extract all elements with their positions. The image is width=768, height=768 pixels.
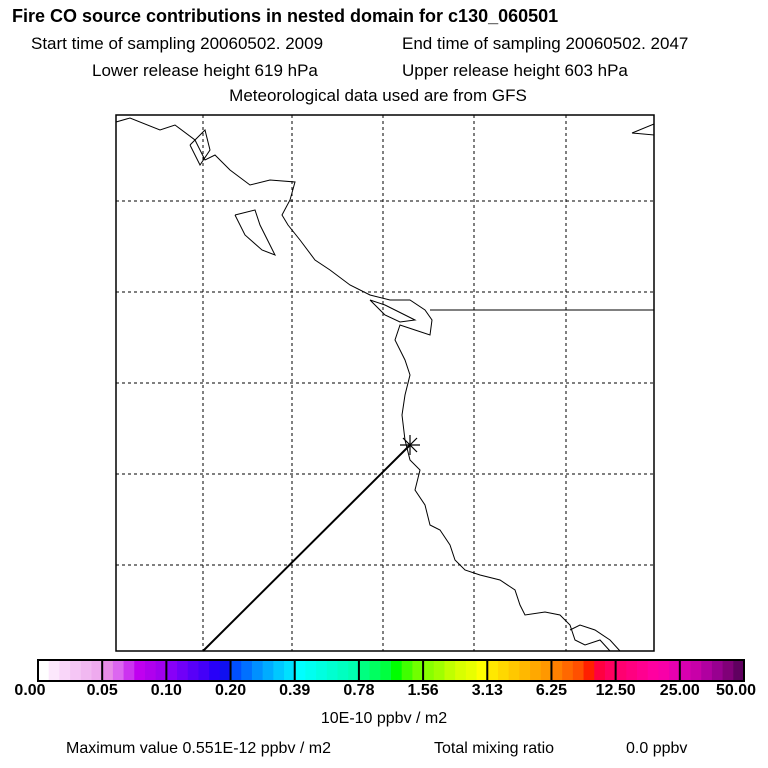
colorbar-cell	[647, 660, 659, 681]
colorbar-cell	[423, 660, 435, 681]
colorbar-cell	[433, 660, 445, 681]
colorbar-cell	[48, 660, 60, 681]
colorbar-cell	[38, 660, 50, 681]
colorbar-cell	[251, 660, 264, 681]
colorbar-cell	[123, 660, 135, 681]
colorbar-cell	[519, 660, 531, 681]
colorbar-cell	[187, 660, 199, 681]
colorbar-cell	[711, 660, 724, 681]
colorbar-cell	[166, 660, 178, 681]
colorbar-cell	[316, 660, 328, 681]
colorbar-tick-label: 0.10	[150, 682, 182, 699]
colorbar-tick-label: 3.13	[471, 682, 503, 699]
colorbar-cell	[530, 660, 542, 681]
total-mixing-value: 0.0 ppbv	[626, 740, 688, 757]
colorbar-tick-label: 12.50	[595, 682, 636, 699]
colorbar-tick-label: 50.00	[715, 682, 757, 699]
colorbar-cell	[637, 660, 649, 681]
start-time: Start time of sampling 20060502. 2009	[31, 34, 324, 53]
coastline	[115, 117, 655, 652]
colorbar-cell	[91, 660, 103, 681]
colorbar-cell	[455, 660, 467, 681]
colorbar-cell	[112, 660, 125, 681]
colorbar-cell	[658, 660, 670, 681]
colorbar-cell	[583, 660, 595, 681]
met-data: Meteorological data used are from GFS	[229, 86, 527, 105]
colorbar-cell	[594, 660, 606, 681]
colorbar-cell	[59, 660, 71, 681]
colorbar-cell	[369, 660, 381, 681]
colorbar-cell	[144, 660, 157, 681]
colorbar-cell	[722, 660, 734, 681]
colorbar-cell	[273, 660, 285, 681]
colorbar-tick-label: 0.39	[279, 682, 311, 699]
colorbar-tick-label: 1.56	[407, 682, 439, 699]
colorbar-cell	[626, 660, 638, 681]
lower-release: Lower release height 619 hPa	[92, 61, 318, 80]
trajectory-line	[202, 444, 411, 652]
colorbar-cell	[487, 660, 499, 681]
upper-release: Upper release height 603 hPa	[402, 61, 628, 80]
colorbar-cell	[337, 660, 349, 681]
colorbar-cell	[508, 660, 520, 681]
colorbar-cell	[733, 660, 745, 681]
total-mixing-label: Total mixing ratio	[434, 740, 555, 757]
colorbar-cell	[572, 660, 585, 681]
colorbar-cell	[155, 660, 167, 681]
map-frame	[115, 114, 655, 652]
colorbar-cell	[102, 660, 114, 681]
colorbar-cell	[284, 660, 296, 681]
plot-title: Fire CO source contributions in nested d…	[12, 6, 559, 26]
colorbar-tick-label: 25.00	[659, 682, 700, 699]
colorbar-cell	[615, 660, 627, 681]
gridlines	[116, 115, 654, 651]
maximum-value: Maximum value 0.551E-12 ppbv / m2	[66, 740, 332, 757]
colorbar-cell	[219, 660, 232, 681]
colorbar-cell	[326, 660, 339, 681]
colorbar-cell	[294, 660, 306, 681]
colorbar-cell	[348, 660, 360, 681]
end-time: End time of sampling 20060502. 2047	[402, 34, 689, 53]
colorbar-cell	[604, 660, 617, 681]
colorbar-tick-label: 6.25	[535, 682, 568, 699]
colorbar-cell	[209, 660, 221, 681]
colorbar-tick-label: 0.05	[86, 682, 118, 699]
colorbar-cell	[80, 660, 92, 681]
colorbar-cell	[305, 660, 317, 681]
colorbar	[37, 659, 745, 682]
colorbar-cell	[262, 660, 274, 681]
colorbar-cell	[358, 660, 371, 681]
colorbar-cell	[412, 660, 424, 681]
colorbar-cell	[380, 660, 392, 681]
colorbar-cell	[669, 660, 681, 681]
colorbar-cell	[177, 660, 189, 681]
colorbar-cell	[551, 660, 563, 681]
colorbar-cell	[690, 660, 702, 681]
colorbar-cell	[401, 660, 413, 681]
colorbar-cell	[391, 660, 403, 681]
colorbar-frame	[37, 659, 745, 682]
colorbar-tick-label: 0.00	[14, 682, 46, 699]
colorbar-cell	[198, 660, 210, 681]
colorbar-cell	[230, 660, 242, 681]
source-star-marker	[400, 435, 420, 455]
colorbar-cell	[562, 660, 574, 681]
colorbar-cell	[701, 660, 713, 681]
colorbar-cell	[70, 660, 82, 681]
colorbar-tick-label: 0.78	[343, 682, 375, 699]
colorbar-cell	[465, 660, 478, 681]
colorbar-cell	[497, 660, 510, 681]
colorbar-cell	[476, 660, 488, 681]
colorbar-units: 10E-10 ppbv / m2	[320, 710, 448, 727]
colorbar-cell	[134, 660, 146, 681]
colorbar-cell	[444, 660, 456, 681]
colorbar-cell	[241, 660, 253, 681]
colorbar-cell	[679, 660, 692, 681]
colorbar-tick-label: 0.20	[214, 682, 247, 699]
colorbar-cell	[540, 660, 552, 681]
